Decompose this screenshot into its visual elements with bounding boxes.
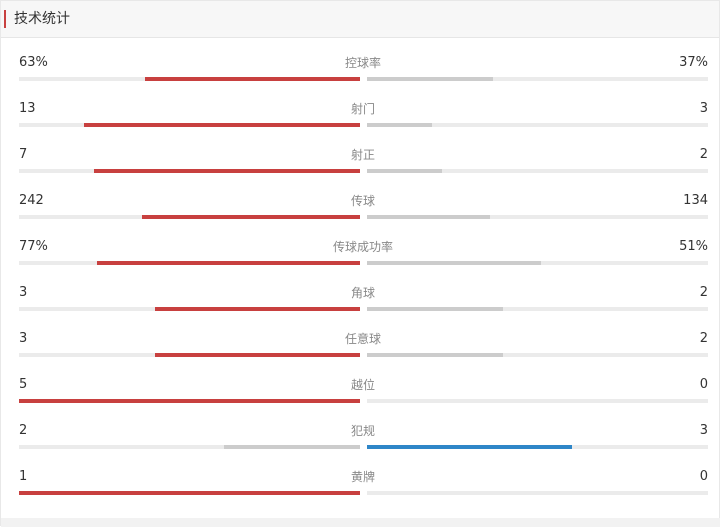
home-value: 63%: [19, 55, 48, 70]
away-bar-track: [367, 307, 708, 311]
home-bar-track: [19, 307, 360, 311]
away-bar-fill: [367, 261, 541, 265]
stat-label: 射正: [350, 148, 375, 162]
away-value: 2: [699, 331, 708, 346]
home-value: 77%: [19, 239, 48, 254]
home-bar-fill: [224, 445, 360, 449]
home-bar-track: [19, 215, 360, 219]
away-bar-fill: [367, 445, 572, 449]
stat-row: 1 黄牌 0: [1, 455, 720, 501]
home-bar-track: [19, 399, 360, 403]
stat-label: 传球: [350, 194, 375, 208]
away-bar-fill: [367, 77, 493, 81]
home-bar-track: [19, 353, 360, 357]
away-value: 0: [699, 377, 708, 392]
stat-row: 2 犯规 3: [1, 409, 720, 455]
stat-label: 任意球: [344, 332, 381, 346]
home-value: 1: [19, 469, 28, 484]
home-value: 5: [19, 377, 28, 392]
stat-label: 黄牌: [350, 470, 375, 484]
home-bar-fill: [84, 123, 360, 127]
home-bar-fill: [142, 215, 360, 219]
stats-list: 63% 控球率 37% 13 射门 3 7 射正 2 242 传球 134 77% 传球成功率 51% 3 角球…: [1, 41, 720, 501]
away-bar-track: [367, 261, 708, 265]
away-bar-track: [367, 123, 708, 127]
away-value: 2: [699, 147, 708, 162]
away-value: 3: [699, 101, 708, 116]
home-value: 242: [19, 193, 44, 208]
stat-row: 13 射门 3: [1, 87, 720, 133]
away-value: 2: [699, 285, 708, 300]
away-bar-fill: [367, 123, 432, 127]
home-bar-track: [19, 261, 360, 265]
home-bar-track: [19, 169, 360, 173]
away-bar-track: [367, 399, 708, 403]
away-bar-track: [367, 169, 708, 173]
home-value: 13: [19, 101, 36, 116]
stat-label: 角球: [350, 286, 375, 300]
away-bar-track: [367, 353, 708, 357]
away-value: 51%: [679, 239, 708, 254]
stat-row: 5 越位 0: [1, 363, 720, 409]
home-bar-track: [19, 445, 360, 449]
home-value: 7: [19, 147, 28, 162]
home-bar-track: [19, 491, 360, 495]
stat-label: 射门: [350, 102, 375, 116]
home-bar-fill: [145, 77, 360, 81]
panel-header: 技术统计: [1, 1, 719, 38]
home-bar-track: [19, 123, 360, 127]
panel-title: 技术统计: [14, 11, 70, 27]
stat-label: 犯规: [350, 424, 375, 438]
home-value: 3: [19, 331, 28, 346]
stat-label: 传球成功率: [332, 240, 393, 254]
away-value: 0: [699, 469, 708, 484]
away-bar-track: [367, 445, 708, 449]
away-bar-track: [367, 491, 708, 495]
away-bar-track: [367, 77, 708, 81]
header-accent-bar: [4, 10, 6, 28]
home-bar-fill: [155, 307, 360, 311]
home-bar-fill: [97, 261, 360, 265]
away-bar-fill: [367, 307, 503, 311]
home-bar-track: [19, 77, 360, 81]
stat-label: 控球率: [344, 56, 381, 70]
stat-row: 7 射正 2: [1, 133, 720, 179]
away-value: 3: [699, 423, 708, 438]
stat-row: 63% 控球率 37%: [1, 41, 720, 87]
away-bar-fill: [367, 215, 490, 219]
panel-footer-strip: [1, 518, 720, 527]
stat-row: 3 任意球 2: [1, 317, 720, 363]
stat-row: 242 传球 134: [1, 179, 720, 225]
home-value: 3: [19, 285, 28, 300]
home-bar-fill: [155, 353, 360, 357]
home-bar-fill: [19, 491, 360, 495]
stat-row: 3 角球 2: [1, 271, 720, 317]
stat-row: 77% 传球成功率 51%: [1, 225, 720, 271]
away-bar-fill: [367, 169, 442, 173]
away-value: 134: [683, 193, 708, 208]
home-bar-fill: [19, 399, 360, 403]
home-value: 2: [19, 423, 28, 438]
away-bar-fill: [367, 353, 503, 357]
away-bar-track: [367, 215, 708, 219]
away-value: 37%: [679, 55, 708, 70]
stat-label: 越位: [350, 378, 375, 392]
home-bar-fill: [94, 169, 360, 173]
